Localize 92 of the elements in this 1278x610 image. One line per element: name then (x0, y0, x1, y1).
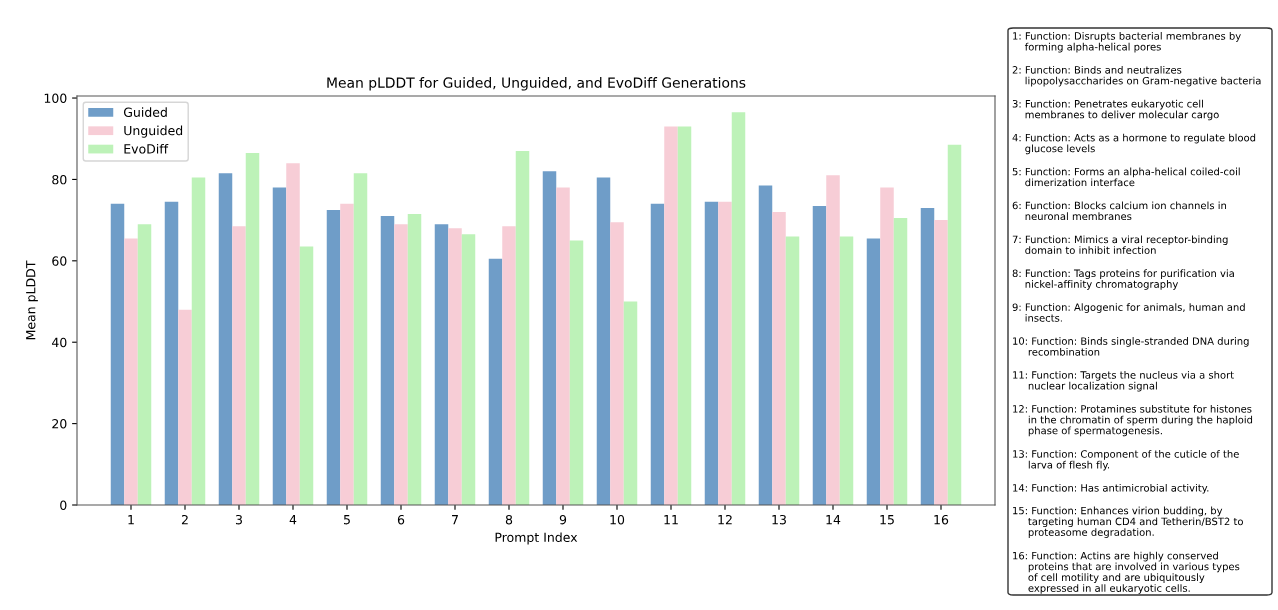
bar (664, 126, 678, 505)
text: 3: Function: Penetrates eukaryotic cell membranes to deliver molecular cargo (1012, 99, 1219, 121)
bar (650, 203, 665, 505)
y-tick-label: 40 (51, 337, 67, 348)
x-tick-label: 1 (128, 515, 134, 525)
bar (812, 205, 827, 505)
text: 2: Function: Binds and neutralizes lipopolysaccharides on Gram-negative bacteria (1012, 65, 1261, 87)
x-tick-label: 15 (880, 515, 894, 525)
bar (178, 309, 192, 505)
bar (758, 185, 773, 505)
bar (542, 171, 557, 505)
bar (704, 201, 719, 505)
text: 13: Function: Component of the cuticle of the larva of flesh fly. (1013, 450, 1239, 471)
bar (826, 175, 840, 505)
bar (191, 177, 206, 505)
bar (866, 238, 881, 505)
x-tick-label: 10 (610, 514, 625, 525)
bar (947, 144, 962, 505)
y-tick-label: 100 (44, 93, 67, 103)
text: 12: Function: Protamines substitute for histones in the chromatin of sperm during the haploid phase of spermatogenesis. (1013, 404, 1253, 437)
x-tick-label: 3 (235, 514, 242, 525)
text: 6: Function: Blocks calcium ion channels in neuronal membranes (1012, 201, 1226, 221)
bar (893, 218, 908, 505)
bar (718, 201, 732, 505)
x-tick-label: 4 (289, 515, 297, 525)
bar (299, 246, 314, 505)
x-axis-title: Prompt Index (495, 532, 578, 545)
bar (124, 238, 138, 505)
bar (785, 236, 800, 505)
bar (434, 224, 449, 505)
y-tick-label: 0 (60, 500, 67, 510)
bar (772, 211, 786, 505)
text: 16: Function: Actins are highly conserved proteins that are involved in various types of cell motility and are ubiquitously expressed in all eukaryotic cells. (1013, 551, 1240, 594)
bar (934, 220, 948, 505)
text: 14: Function: Has antimicrobial activity. (1013, 483, 1209, 494)
text: 5: Function: Forms an alpha-helical coiled-coil dimerization interface (1012, 167, 1240, 187)
text: 7: Function: Mimics a viral receptor-binding domain to inhibit infection (1012, 235, 1228, 254)
bar (515, 150, 530, 505)
bar (407, 214, 422, 505)
text: 15: Function: Enhances virion budding, by targeting human CD4 and Tetherin/BST2 to proteasome degradation. (1013, 506, 1243, 538)
bar (488, 258, 503, 505)
bar (394, 224, 408, 505)
bar (880, 187, 894, 505)
y-tick-label: 60 (52, 256, 67, 266)
x-tick-label: 16 (934, 514, 949, 525)
bar (461, 234, 476, 505)
bar (286, 163, 300, 505)
text: 11: Function: Targets the nucleus via a short nuclear localization signal (1013, 371, 1234, 392)
legend-label: EvoDiff (124, 143, 169, 154)
y-axis-title: Mean pLDDT (26, 260, 38, 340)
legend-label: Guided (123, 107, 167, 117)
bar (839, 236, 854, 505)
y-tick-label: 80 (52, 174, 67, 185)
bar (232, 226, 246, 505)
x-tick-label: 14 (826, 515, 841, 525)
bar (137, 224, 152, 505)
x-tick-label: 11 (664, 515, 678, 525)
x-tick-label: 13 (772, 514, 786, 525)
bar (340, 203, 354, 505)
text: 10: Function: Binds single-stranded DNA during recombination (1013, 337, 1249, 356)
bar (920, 207, 935, 505)
bar (353, 173, 368, 505)
x-tick-label: 2 (181, 514, 188, 525)
bar (380, 216, 395, 505)
x-tick-label: 6 (397, 514, 405, 525)
bar (556, 187, 570, 505)
text: 8: Function: Tags proteins for purification via nickel-affinity chromatography (1012, 269, 1234, 290)
y-tick-label: 20 (52, 419, 67, 429)
bar (731, 112, 746, 505)
x-tick-label: 9 (559, 514, 567, 525)
bar (218, 173, 233, 505)
legend-label: Unguided (124, 125, 183, 138)
chart-title: Mean pLDDT for Guided, Unguided, and EvoDiff Generations (327, 77, 746, 91)
bar (623, 301, 638, 505)
bar (596, 177, 611, 505)
text: 1: Function: Disrupts bacterial membranes by forming alpha-helical pores (1013, 32, 1241, 53)
bar (164, 201, 179, 505)
bar (569, 240, 584, 505)
text: 9: Function: Algogenic for animals, human and insects. (1012, 303, 1245, 322)
bar (326, 209, 341, 505)
x-tick-label: 5 (343, 515, 350, 525)
bar (610, 222, 624, 505)
bar (677, 126, 692, 505)
text: 4: Function: Acts as a hormone to regulate blood glucose levels (1012, 133, 1256, 155)
bar (448, 228, 462, 505)
bar (245, 152, 260, 505)
bar (502, 226, 516, 505)
bar (272, 187, 287, 505)
x-tick-label: 8 (505, 514, 513, 525)
x-tick-label: 7 (452, 515, 458, 525)
bar (110, 203, 125, 505)
x-tick-label: 12 (718, 514, 732, 525)
